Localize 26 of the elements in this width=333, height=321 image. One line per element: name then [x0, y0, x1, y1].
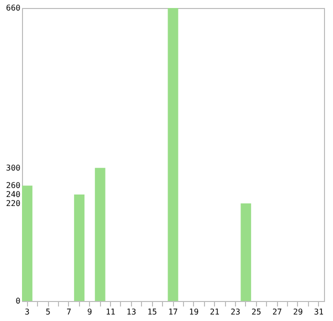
y-tick-label: 660 — [6, 4, 21, 12]
y-tick-label: 300 — [6, 163, 21, 172]
x-tick-label: 5 — [46, 308, 51, 316]
x-tick-label: 21 — [210, 308, 220, 316]
y-tick-label: 240 — [6, 190, 21, 199]
x-tick-label: 31 — [314, 308, 324, 316]
x-tick-label: 3 — [24, 308, 30, 316]
bar — [168, 8, 178, 301]
y-tick-label: 0 — [16, 296, 21, 306]
x-tick-label: 19 — [189, 308, 199, 316]
x-tick-label: 29 — [293, 308, 303, 316]
x-tick-label: 9 — [87, 308, 92, 316]
y-tick-label: 260 — [6, 181, 21, 190]
x-tick-label: 25 — [251, 308, 262, 316]
y-tick-label: 220 — [6, 198, 21, 208]
bar — [74, 194, 84, 301]
x-tick-label: 23 — [230, 308, 240, 316]
bar — [94, 168, 106, 301]
x-tick-label: 7 — [66, 308, 72, 316]
x-tick-label: 15 — [147, 308, 158, 316]
x-tick-label: 17 — [168, 308, 178, 316]
bar — [22, 186, 32, 301]
x-tick-label: 13 — [126, 308, 136, 316]
x-tick-label: 11 — [106, 308, 116, 316]
bar — [240, 203, 252, 301]
x-tick-label: 27 — [272, 308, 282, 316]
